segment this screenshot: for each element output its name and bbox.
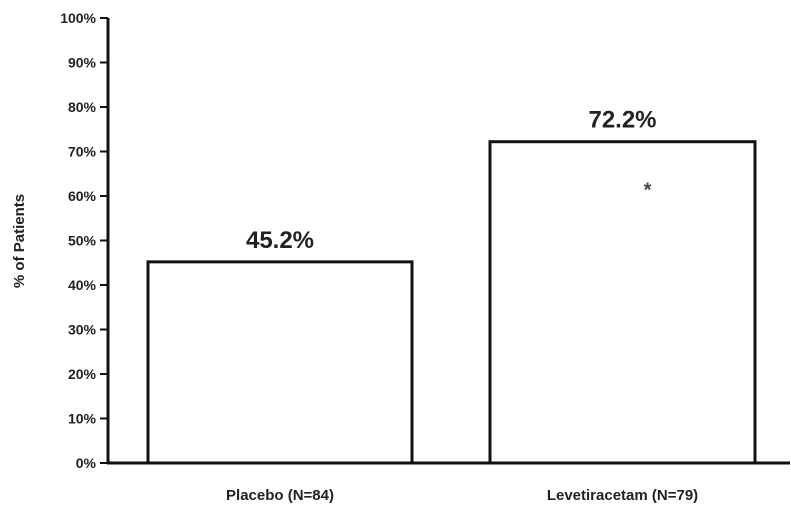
y-tick-label: 30% xyxy=(68,322,97,338)
y-tick-label: 100% xyxy=(60,10,96,26)
y-tick-label: 10% xyxy=(68,411,97,427)
y-tick-label: 0% xyxy=(76,455,97,471)
y-axis-label: % of Patients xyxy=(11,194,28,288)
category-label-1: Levetiracetam (N=79) xyxy=(547,487,698,504)
data-label-1: 72.2% xyxy=(588,107,656,134)
y-tick-label: 90% xyxy=(68,55,97,71)
y-tick-label: 80% xyxy=(68,99,97,115)
y-tick-label: 40% xyxy=(68,277,97,293)
y-axis-ticks: 0% 10% 20% 30% 40% 50% 60% 70% 80% 90% 100% xyxy=(60,10,108,471)
bars-group xyxy=(146,140,757,465)
bar-1 xyxy=(488,140,757,465)
bar-0 xyxy=(146,260,414,465)
category-label-0: Placebo (N=84) xyxy=(226,487,334,504)
significance-asterisk: * xyxy=(644,180,652,202)
labels-group: 45.2% Placebo (N=84) 72.2% Levetiracetam (N… xyxy=(226,107,698,504)
y-tick-label: 70% xyxy=(68,144,97,160)
y-tick-label: 50% xyxy=(68,233,97,249)
y-tick-label: 60% xyxy=(68,188,97,204)
y-tick-label: 20% xyxy=(68,366,97,382)
data-label-0: 45.2% xyxy=(246,227,314,254)
